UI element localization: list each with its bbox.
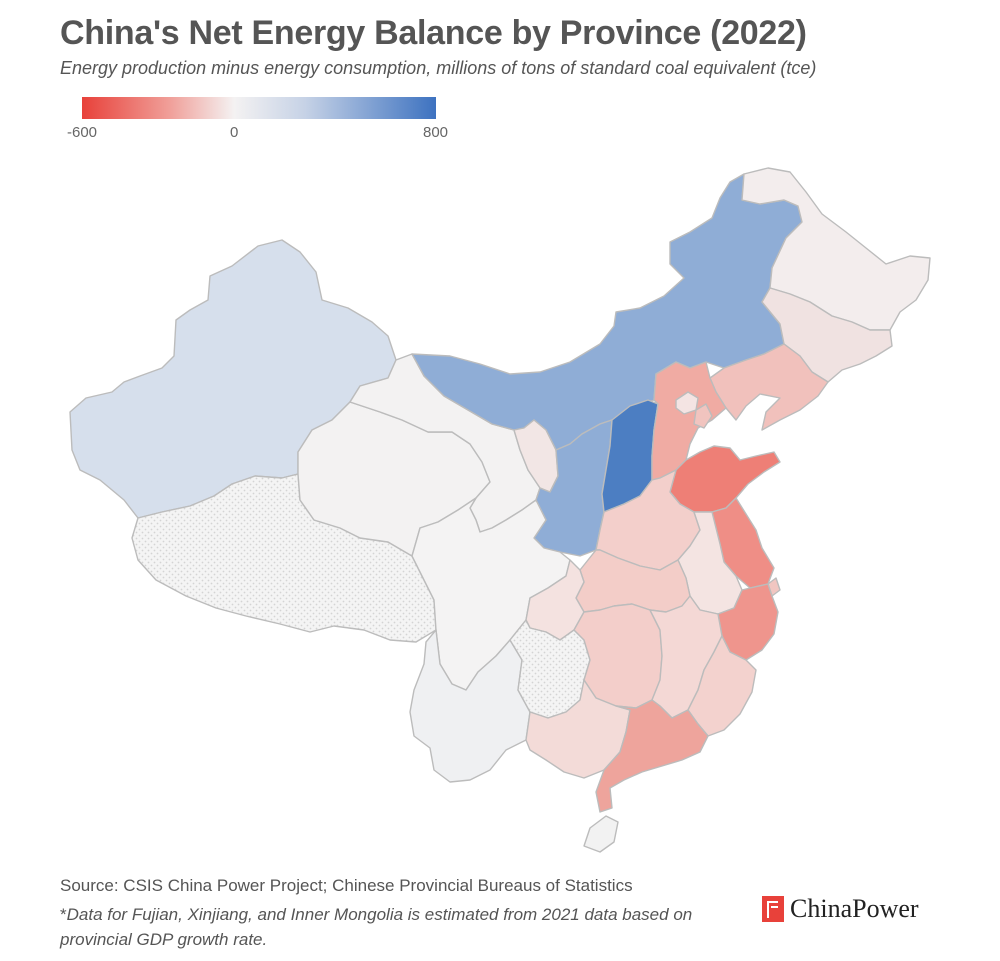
chart-subtitle: Energy production minus energy consumpti… [60, 58, 817, 78]
province-liaoning[interactable] [709, 343, 829, 431]
province-hainan[interactable] [583, 815, 619, 853]
legend-min-label: -600 [67, 124, 98, 141]
chinapower-logo-icon [762, 896, 784, 922]
footnote-mark: * [60, 905, 67, 924]
china-province-map [0, 150, 1000, 870]
brand-logo: ChinaPower [762, 894, 919, 924]
province-guangdong[interactable] [595, 699, 709, 813]
legend-mid-label: 0 [230, 124, 239, 141]
color-scale-bar [82, 97, 436, 119]
province-tianjin[interactable] [693, 403, 713, 429]
province-yunnan[interactable] [409, 629, 531, 783]
brand-name: ChinaPower [790, 894, 919, 923]
source-note: Source: CSIS China Power Project; Chines… [60, 876, 633, 895]
legend-max-label: 800 [423, 124, 449, 141]
footnote: *Data for Fujian, Xinjiang, and Inner Mo… [60, 902, 700, 952]
chart-title: China's Net Energy Balance by Province (… [60, 14, 807, 52]
province-fujian[interactable] [687, 635, 757, 737]
footnote-text: Data for Fujian, Xinjiang, and Inner Mon… [60, 905, 693, 949]
province-hebei[interactable] [651, 361, 727, 481]
